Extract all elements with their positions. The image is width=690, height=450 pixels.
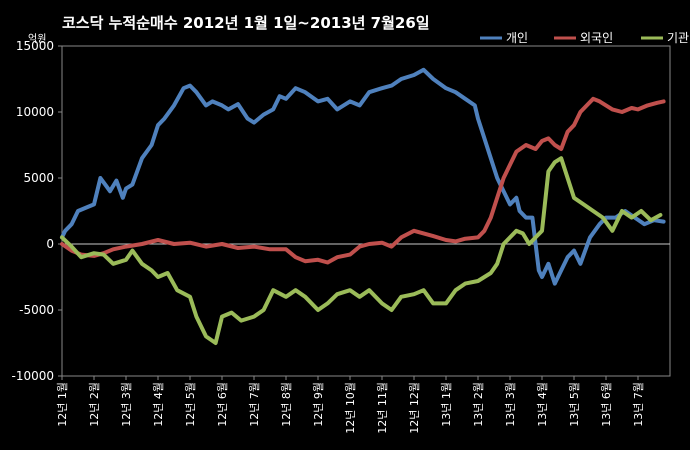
y-tick-label: -10000 [11, 369, 54, 383]
x-tick-label: 12년 1월 [56, 382, 69, 427]
x-tick-label: 13년 4월 [536, 382, 549, 427]
legend-label: 기관 [667, 31, 689, 45]
legend: 개인 외국인 기관 [480, 31, 689, 45]
x-tick-label: 12년 5월 [184, 382, 197, 427]
x-tick-label: 12년 10월 [344, 382, 357, 434]
y-tick-label: 5000 [23, 171, 54, 185]
x-tick-label: 13년 5월 [568, 382, 581, 427]
y-tick-label: -5000 [19, 303, 54, 317]
x-tick-label: 12년 3월 [120, 382, 133, 427]
chart-title: 코스닥 누적순매수 2012년 1월 1일~2013년 7월26일 [62, 14, 430, 32]
x-tick-label: 12년 4월 [152, 382, 165, 427]
x-tick-label: 12년 2월 [88, 382, 101, 427]
x-tick-label: 12년 9월 [312, 382, 325, 427]
plot-area-border [61, 45, 671, 377]
series-line-기관 [60, 156, 663, 345]
legend-label: 개인 [506, 31, 528, 45]
series-layer [60, 67, 666, 345]
axes: -10000 -5000 0 5000 10000 15000 12년 1월 12년 2월 12… [11, 39, 671, 434]
x-tick-label: 12년 6월 [216, 382, 229, 427]
x-tick-label: 12년 8월 [280, 382, 293, 427]
x-tick-label: 13년 7월 [632, 382, 645, 427]
x-tick-label: 12년 11월 [376, 382, 389, 434]
x-tick-label: 13년 6월 [600, 382, 613, 427]
series-line-개인 [60, 67, 666, 286]
y-unit-label: 억원 [28, 33, 46, 45]
x-tick-label: 12년 7월 [248, 382, 261, 427]
series-line-외국인 [60, 96, 666, 265]
x-tick-label: 13년 1월 [440, 382, 453, 427]
y-tick-label: 0 [46, 237, 54, 251]
legend-label: 외국인 [580, 31, 613, 45]
x-tick-label: 13년 3월 [504, 382, 517, 427]
y-tick-label: 10000 [16, 105, 54, 119]
y-tick-label: 15000 [16, 39, 54, 53]
x-tick-label: 12년 12월 [408, 382, 421, 434]
x-tick-label: 13년 2월 [472, 382, 485, 427]
